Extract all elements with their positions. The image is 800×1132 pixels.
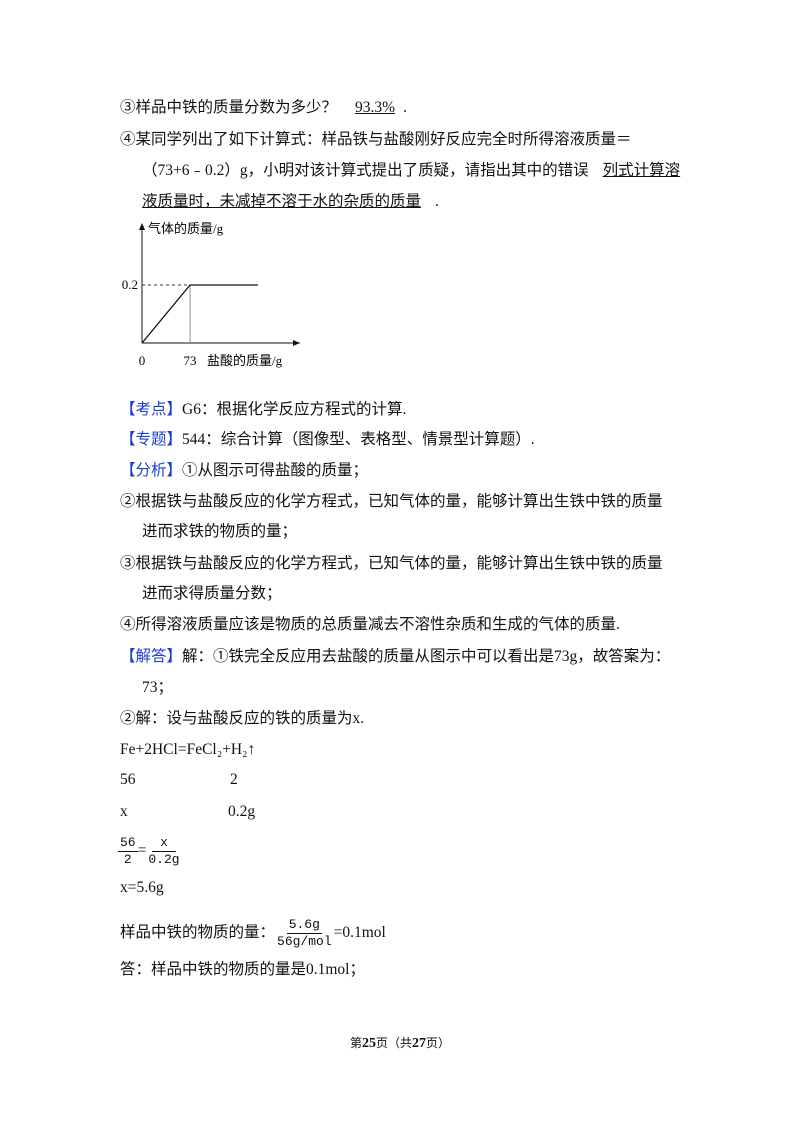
q3: ③样品中铁的质量分数为多少？ 93.3%. (120, 98, 407, 118)
numerator: 5.6g (286, 917, 322, 934)
equation: Fe+2HCl=FeCl₂+H₂↑ (120, 741, 256, 758)
punct: . (435, 193, 439, 210)
label: 【解答】 (120, 648, 183, 665)
x-tick-label: 0 (139, 353, 146, 368)
arrow (139, 223, 145, 230)
punct: . (403, 99, 407, 116)
text: = (137, 842, 147, 860)
data-line (141, 284, 258, 344)
numerator: x (152, 835, 176, 852)
text: =0.1mol (333, 924, 386, 942)
text: 样品中铁的物质的量： (120, 924, 276, 942)
label: 【考点】 (120, 401, 183, 418)
denominator: 0.2g (148, 852, 180, 867)
text: 2 (230, 771, 238, 788)
footer: 第25页（共27页） (0, 1034, 800, 1052)
text: 答：样品中铁的物质的量是0.1mol； (120, 961, 365, 978)
y-axis-label: 气体的质量/g (148, 221, 224, 236)
text: 73； (142, 679, 174, 696)
question: ④某同学列出了如下计算式：样品铁与盐酸刚好反应完全时所得溶液质量＝ (120, 131, 632, 148)
numerator: 56 (118, 835, 138, 852)
text: x (120, 803, 128, 820)
x-axis-label: 盐酸的质量/g (207, 353, 283, 368)
figure: 气体的质量/g 盐酸的质量/g 0 73 0.2 (122, 221, 300, 368)
text: ①从图示可得盐酸的质量； (182, 462, 369, 479)
text: 页） (426, 1036, 451, 1050)
proportion: 56 2 = x 0.2g (118, 835, 182, 868)
label: 【分析】 (120, 462, 183, 479)
text: x=5.6g (120, 879, 164, 896)
text: 进而求得质量分数； (142, 585, 282, 602)
question: ③样品中铁的质量分数为多少？ (120, 99, 338, 116)
arrow (293, 340, 300, 346)
denominator: 2 (123, 852, 132, 867)
text: 页（共 (375, 1036, 412, 1050)
question: （73+6﹣0.2）g，小明对该计算式提出了质疑，请指出其中的错误 (142, 162, 589, 179)
text: ②根据铁与盐酸反应的化学方程式，已知气体的量，能够计算出生铁中铁的质量 (120, 493, 663, 510)
text: 0.2g (228, 803, 256, 820)
text: G6：根据化学反应方程式的计算. (182, 401, 407, 418)
text: ②解：设与盐酸反应的铁的质量为x. (120, 710, 365, 727)
page-number: 25 (361, 1036, 376, 1051)
label: 【专题】 (120, 431, 183, 448)
text: 544：综合计算（图像型、表格型、情景型计算题）. (182, 431, 535, 448)
answer: 液质量时，未减掉不溶于水的杂质的质量 (142, 193, 422, 210)
answer: 列式计算溶 (602, 162, 681, 179)
text: ④所得溶液质量应该是物质的总质量减去不溶性杂质和生成的气体的质量. (120, 616, 620, 633)
text: 解：①铁完全反应用去盐酸的质量从图示中可以看出是73g，故答案为： (182, 648, 671, 665)
x-tick-label: 73 (184, 353, 197, 368)
text: 第 (349, 1036, 362, 1050)
answer: 93.3% (355, 99, 396, 116)
y-tick-label: 0.2 (122, 277, 138, 292)
denominator: 56g/mol (277, 934, 332, 949)
page-total: 27 (412, 1036, 426, 1051)
text: ③根据铁与盐酸反应的化学方程式，已知气体的量，能够计算出生铁中铁的质量 (120, 555, 663, 572)
text: 进而求铁的物质的量； (142, 523, 298, 540)
text: 56 (120, 771, 136, 788)
